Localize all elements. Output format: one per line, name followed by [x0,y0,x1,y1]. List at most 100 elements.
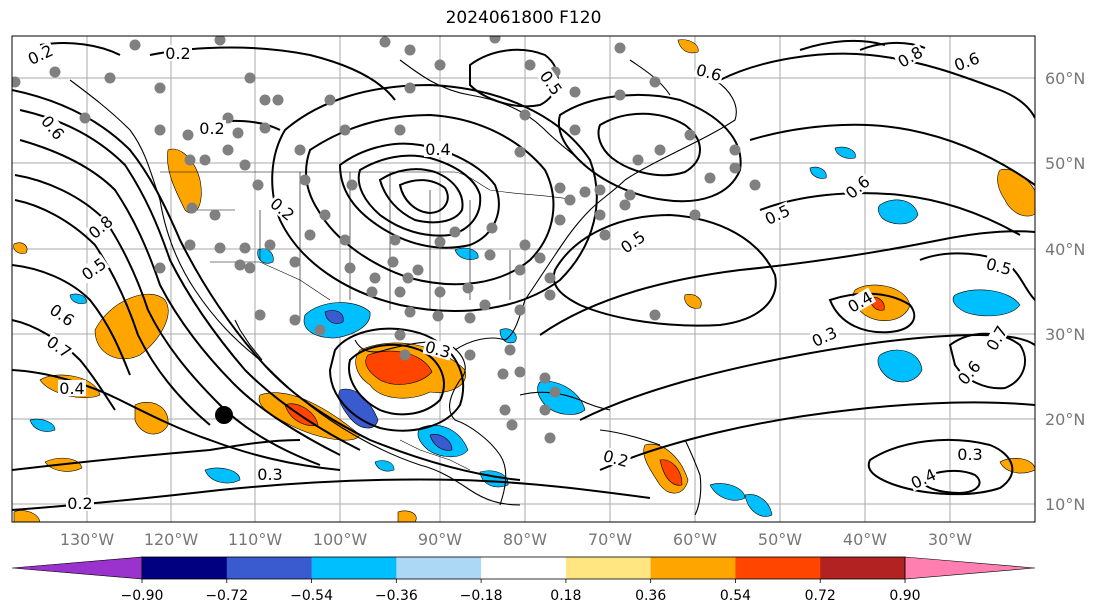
contour-label-bg [950,48,983,74]
observation-dot [154,82,166,94]
colorbar-tick-label: −0.18 [460,588,503,604]
colorbar-tick-label: −0.54 [290,588,333,604]
lon-label: 120°W [144,530,199,549]
lon-label: 30°W [928,530,972,549]
contour-label-bg [956,446,984,462]
observation-dot [534,252,546,264]
contour-label: 0.3 [957,445,982,464]
observation-dot [214,242,226,254]
observation-dot [244,262,256,274]
observation-dot [684,129,696,141]
contour-label-bg [843,287,877,316]
contour-label-bg [66,495,94,511]
chart-title: 2024061800 F120 [445,8,602,28]
lat-label: 40°N [1045,240,1085,259]
observation-dot [514,366,526,378]
observation-dot [504,344,516,356]
contour-label: 0.4 [59,379,84,398]
contour-label-bg [164,45,192,61]
contour-label-bg [43,332,76,362]
observation-dot [484,249,496,261]
observation-dot [514,264,526,276]
colorbar-tick-label: 0.18 [550,588,581,604]
observation-dot [394,286,406,298]
observation-dot [434,286,446,298]
contour-label-bg [424,141,452,157]
observation-dot [704,172,716,184]
observation-dot [524,59,536,71]
contour-label-bg [198,120,226,136]
lat-label: 20°N [1045,410,1085,429]
contour-label: 0.4 [425,140,450,159]
observation-dot [544,289,556,301]
colorbar-tick-label: 0.54 [720,588,751,604]
contour-label-bg [841,171,874,203]
observation-dot [729,144,741,156]
observation-dot [569,124,581,136]
observation-dot [339,234,351,246]
observation-dot [464,349,476,361]
observation-dot [544,432,556,444]
observation-dot [402,272,414,284]
colorbar-max-extension [904,556,1036,580]
observation-dot [619,199,631,211]
observation-dot [389,234,401,246]
negative-shading [29,146,1021,517]
contour-label-bg [893,42,927,71]
colorbar-min-extension [11,556,143,580]
contour-label-bg [58,380,86,396]
positive-shading [13,39,1035,522]
observation-dot [464,312,476,324]
observation-dot [539,372,551,384]
colorbar-segment [311,557,397,579]
observation-dot [49,66,61,78]
observation-dot [489,36,501,44]
map-area [12,36,1035,522]
observation-dot [289,256,301,268]
colorbar-outline [141,556,906,580]
contour-label: 0.2 [165,44,190,63]
colorbar-segment [226,557,313,579]
observation-dot [379,36,391,48]
observation-dot [239,159,251,171]
colorbar-segment [650,557,736,579]
lon-label: 90°W [418,530,462,549]
colorbar-tick-label: −0.36 [375,588,418,604]
contour-label-bg [808,323,841,350]
observation-dot [252,179,264,191]
colorbar-segment [396,557,482,579]
observation-dot [214,36,226,46]
observation-dot [514,304,526,316]
observation-dot [594,184,606,196]
observation-dot [239,242,251,254]
lat-label: 30°N [1045,325,1085,344]
observation-dot [649,309,661,321]
lon-label: 80°W [503,530,547,549]
observation-dot [432,310,444,322]
observation-dot [344,262,356,274]
observation-dot [259,122,271,134]
observation-dot [234,259,246,271]
observation-dot [184,154,196,166]
observation-dot [254,309,266,321]
colorbar-segment [735,557,821,579]
observation-dot [79,112,91,124]
observation-dot [554,214,566,226]
colorbar-tick-label: 0.36 [635,588,666,604]
observation-dot [387,256,399,268]
observation-dot [324,94,336,106]
observation-dot [222,144,234,156]
observation-dot [554,182,566,194]
colorbar-segment [142,557,228,579]
observation-dot [154,262,166,274]
observation-dot [614,42,626,54]
observation-dot [186,202,198,214]
observation-dot [514,146,526,158]
contour-label-bg [266,193,299,225]
contour-label-bg [761,201,794,228]
lon-label: 60°W [673,530,717,549]
lat-label: 10°N [1045,495,1085,514]
contour-label-bg [536,66,566,99]
contour-label: 0.3 [257,465,282,484]
